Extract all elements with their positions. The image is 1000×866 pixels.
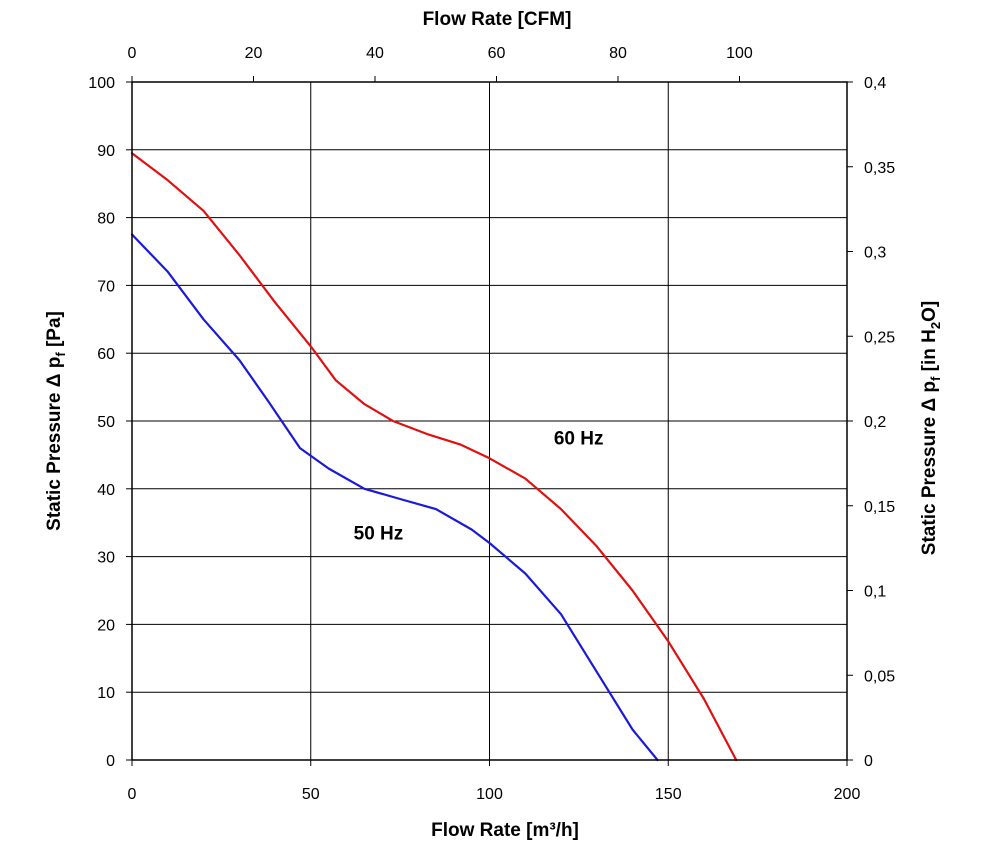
y2-tick-label: 0,2 bbox=[864, 414, 886, 431]
y2-tick-label: 0 bbox=[864, 753, 873, 770]
y2-tick-label: 0,15 bbox=[864, 499, 895, 516]
series-labels: 60 Hz 50 Hz bbox=[354, 429, 604, 545]
y-tick-label: 10 bbox=[97, 685, 115, 702]
y-tick-label: 70 bbox=[97, 278, 115, 295]
series-line-50-hz bbox=[130, 233, 659, 762]
y-tick-label: 80 bbox=[97, 211, 115, 228]
x-tick-label: 100 bbox=[476, 786, 503, 803]
y-tick-label: 0 bbox=[106, 753, 115, 770]
y-tick-label: 40 bbox=[97, 482, 115, 499]
x2-tick-label: 40 bbox=[366, 45, 384, 62]
gridlines bbox=[131, 81, 848, 761]
y-tick-label: 100 bbox=[88, 75, 115, 92]
y2-tick-label: 0,35 bbox=[864, 160, 895, 177]
series-label: 50 Hz bbox=[354, 524, 404, 545]
y-tick-label: 30 bbox=[97, 550, 115, 567]
left-y-ticks: 0 10 20 30 40 50 60 70 80 90 100 bbox=[88, 75, 132, 770]
y2-tick-label: 0,1 bbox=[864, 584, 886, 601]
y-axis-title-right: Static Pressure Δ pf [in H2O] bbox=[919, 301, 943, 555]
y-tick-label: 50 bbox=[97, 414, 115, 431]
series-curves bbox=[130, 152, 738, 762]
x2-tick-label: 20 bbox=[245, 45, 263, 62]
x2-tick-label: 100 bbox=[726, 45, 753, 62]
bottom-x-ticks: 0 50 100 150 200 bbox=[128, 760, 861, 803]
y-tick-label: 20 bbox=[97, 617, 115, 634]
series-label: 60 Hz bbox=[554, 429, 604, 450]
y2-tick-label: 0,3 bbox=[864, 245, 886, 262]
x2-tick-label: 60 bbox=[488, 45, 506, 62]
x2-tick-label: 0 bbox=[128, 45, 137, 62]
right-y-ticks: 0 0,05 0,1 0,15 0,2 0,25 0,3 0,35 0,4 bbox=[847, 75, 895, 770]
y-tick-label: 90 bbox=[97, 143, 115, 160]
x-axis-title-top: Flow Rate [CFM] bbox=[423, 9, 572, 30]
y2-tick-label: 0,4 bbox=[864, 75, 886, 92]
x-tick-label: 0 bbox=[128, 786, 137, 803]
x-tick-label: 200 bbox=[834, 786, 861, 803]
x-tick-label: 150 bbox=[655, 786, 682, 803]
y-tick-label: 60 bbox=[97, 346, 115, 363]
x-tick-label: 50 bbox=[302, 786, 320, 803]
series-line-60-hz bbox=[130, 152, 738, 762]
x2-tick-label: 80 bbox=[609, 45, 627, 62]
y-axis-title-left: Static Pressure Δ pf [Pa] bbox=[44, 311, 68, 531]
top-x-ticks: 0 20 40 60 80 100 bbox=[128, 45, 753, 82]
y2-tick-label: 0,05 bbox=[864, 668, 895, 685]
x-axis-title-bottom: Flow Rate [m³/h] bbox=[431, 820, 579, 841]
y2-tick-label: 0,25 bbox=[864, 329, 895, 346]
